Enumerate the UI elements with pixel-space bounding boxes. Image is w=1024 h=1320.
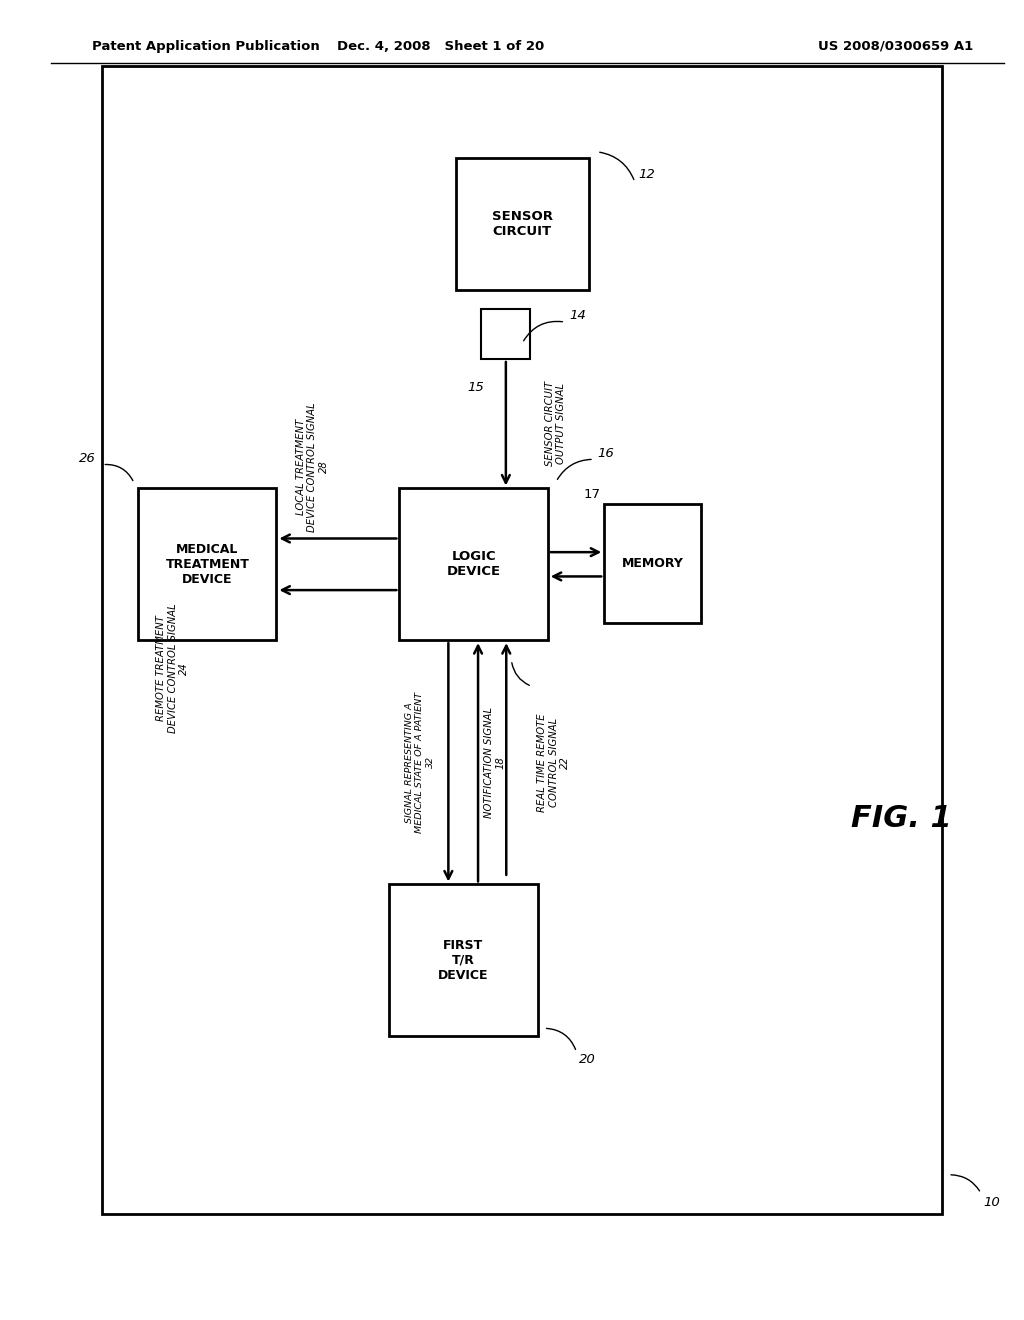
Bar — [604, 504, 701, 623]
Bar — [102, 66, 942, 1214]
Text: 26: 26 — [79, 451, 95, 465]
Text: 12: 12 — [638, 168, 654, 181]
Text: SENSOR
CIRCUIT: SENSOR CIRCUIT — [492, 210, 553, 239]
Bar — [481, 309, 530, 359]
Text: 10: 10 — [983, 1196, 999, 1209]
Text: US 2008/0300659 A1: US 2008/0300659 A1 — [817, 40, 973, 53]
Text: FIG. 1: FIG. 1 — [851, 804, 951, 833]
Text: 16: 16 — [597, 446, 613, 459]
Bar — [399, 488, 548, 640]
Text: LOCAL TREATMENT
DEVICE CONTROL SIGNAL
28: LOCAL TREATMENT DEVICE CONTROL SIGNAL 28 — [296, 403, 329, 532]
Text: SIGNAL REPRESENTING A
MEDICAL STATE OF A PATIENT
32: SIGNAL REPRESENTING A MEDICAL STATE OF A… — [404, 692, 434, 833]
Text: MEMORY: MEMORY — [622, 557, 684, 570]
Text: SENSOR CIRCUIT
OUTPUT SIGNAL: SENSOR CIRCUIT OUTPUT SIGNAL — [545, 381, 566, 466]
Text: Dec. 4, 2008   Sheet 1 of 20: Dec. 4, 2008 Sheet 1 of 20 — [337, 40, 544, 53]
Bar — [456, 158, 589, 290]
Text: NOTIFICATION SIGNAL
18: NOTIFICATION SIGNAL 18 — [484, 706, 506, 818]
Bar — [138, 488, 276, 640]
Text: 14: 14 — [569, 309, 586, 322]
Text: REAL TIME REMOTE
CONTROL SIGNAL
22: REAL TIME REMOTE CONTROL SIGNAL 22 — [537, 713, 570, 812]
Bar — [389, 884, 538, 1036]
Text: LOGIC
DEVICE: LOGIC DEVICE — [446, 550, 501, 578]
Text: REMOTE TREATMENT
DEVICE CONTROL SIGNAL
24: REMOTE TREATMENT DEVICE CONTROL SIGNAL 2… — [157, 603, 189, 733]
Text: 20: 20 — [579, 1052, 595, 1065]
Text: Patent Application Publication: Patent Application Publication — [92, 40, 319, 53]
Text: 17: 17 — [584, 487, 601, 500]
Text: FIRST
T/R
DEVICE: FIRST T/R DEVICE — [438, 939, 488, 982]
Text: 15: 15 — [467, 380, 483, 393]
Text: MEDICAL
TREATMENT
DEVICE: MEDICAL TREATMENT DEVICE — [166, 543, 249, 586]
